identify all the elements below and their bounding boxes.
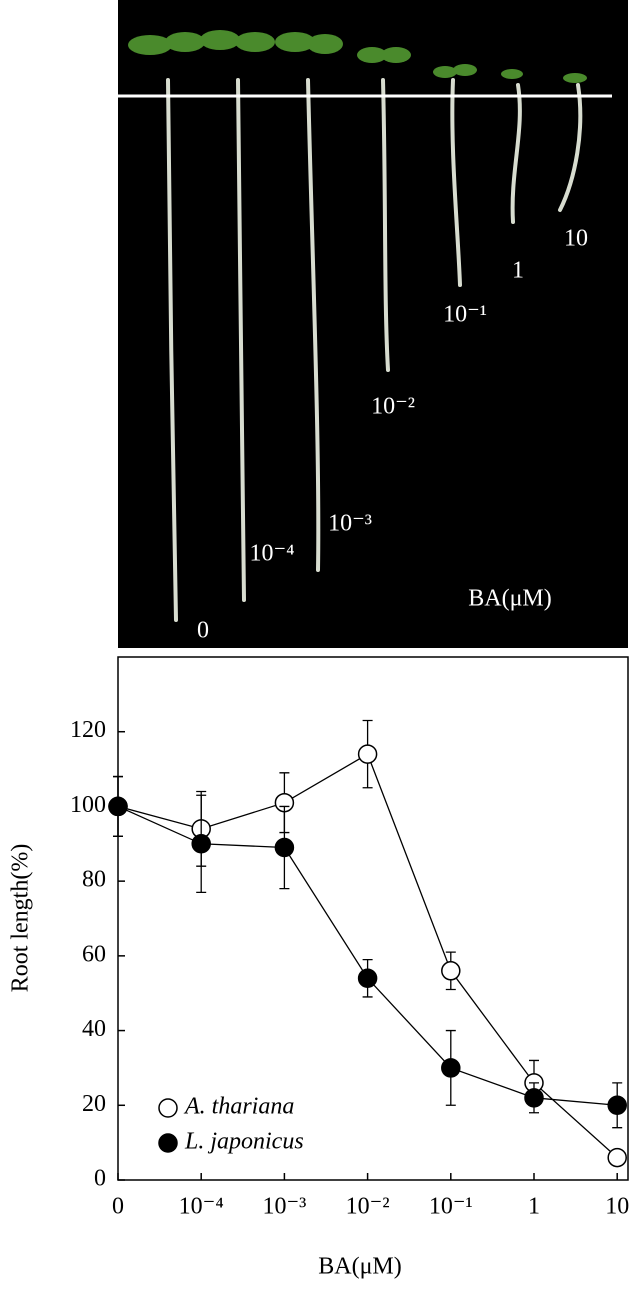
seedling-leaves bbox=[128, 30, 587, 83]
y-tick-label: 100 bbox=[70, 792, 106, 818]
photo-label: 10 bbox=[564, 226, 588, 252]
x-tick-label: 10⁻² bbox=[346, 1194, 390, 1220]
y-tick-label: 80 bbox=[82, 867, 106, 893]
x-tick-label: 10⁻¹ bbox=[429, 1194, 473, 1220]
x-tick-label: 1 bbox=[528, 1194, 540, 1220]
y-tick-label: 20 bbox=[82, 1091, 106, 1117]
legend-label: A. thariana bbox=[183, 1094, 294, 1120]
seedling-photo bbox=[118, 0, 628, 648]
legend-label: L. japonicus bbox=[184, 1129, 304, 1155]
legend-marker bbox=[158, 1133, 178, 1153]
legend-marker bbox=[158, 1098, 178, 1118]
photo-label: 10⁻⁴ bbox=[249, 541, 294, 567]
photo-label: 10⁻³ bbox=[328, 511, 372, 537]
data-point bbox=[191, 834, 211, 854]
photo-unit: BA(μM) bbox=[468, 586, 552, 612]
photo-label: 10⁻² bbox=[371, 394, 415, 420]
series-line bbox=[117, 805, 618, 1106]
data-point bbox=[524, 1088, 544, 1108]
x-tick-label: 10⁻⁴ bbox=[179, 1194, 224, 1220]
data-point bbox=[274, 837, 295, 858]
photo-label: 10⁻¹ bbox=[443, 302, 487, 328]
data-point bbox=[357, 744, 378, 764]
seedling-roots bbox=[166, 78, 583, 622]
y-tick-label: 120 bbox=[70, 717, 106, 743]
x-tick-label: 10⁻³ bbox=[262, 1194, 306, 1220]
data-point bbox=[441, 1058, 461, 1078]
photo-label: 0 bbox=[197, 618, 209, 644]
y-tick-label: 0 bbox=[94, 1166, 106, 1192]
data-point bbox=[357, 968, 378, 989]
plot-frame bbox=[117, 656, 629, 1181]
x-axis-label: BA(μM) bbox=[318, 1254, 402, 1280]
data-point bbox=[607, 1147, 627, 1168]
y-tick-label: 40 bbox=[82, 1016, 106, 1042]
x-tick-label: 0 bbox=[112, 1194, 124, 1220]
data-point bbox=[441, 961, 461, 981]
data-point bbox=[607, 1095, 627, 1116]
data-point bbox=[108, 796, 128, 817]
y-tick-label: 60 bbox=[82, 941, 106, 967]
photo-label: 1 bbox=[512, 258, 524, 284]
x-tick-label: 10 bbox=[605, 1194, 629, 1220]
y-axis-label: Root length(%) bbox=[8, 844, 34, 993]
